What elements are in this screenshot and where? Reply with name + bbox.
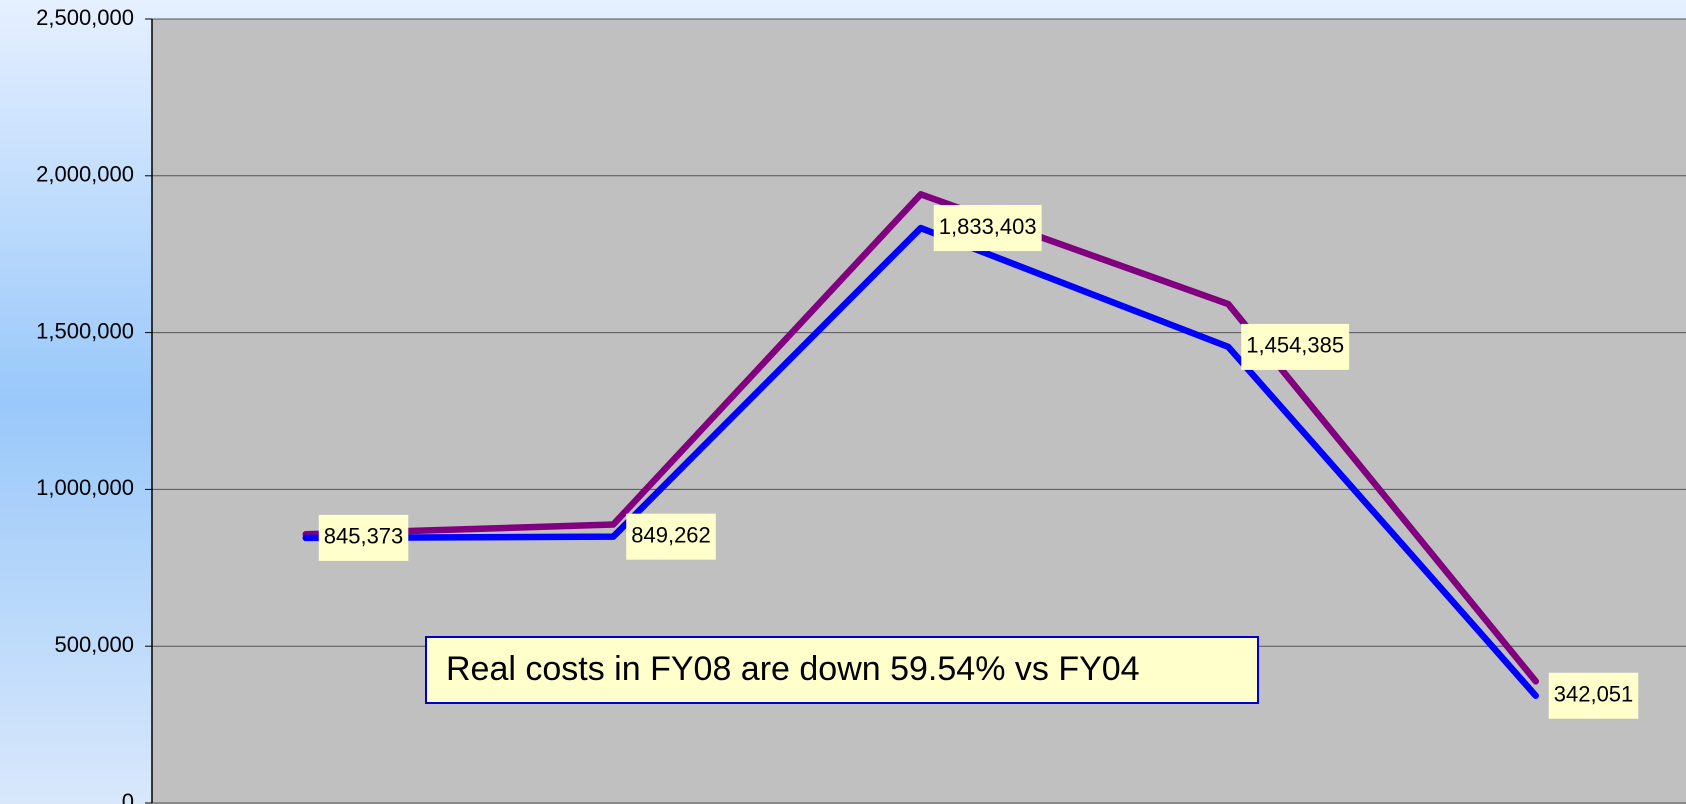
annotation-box xyxy=(425,636,1259,704)
data-label: 1,833,403 xyxy=(939,214,1037,239)
series-line xyxy=(302,224,1539,699)
data-label-box xyxy=(626,513,716,560)
y-tick-label: 0 xyxy=(122,789,134,804)
data-label-box xyxy=(1241,323,1350,370)
data-label: 849,262 xyxy=(631,522,711,547)
data-label-box xyxy=(933,205,1042,252)
y-tick-label: 2,500,000 xyxy=(36,5,134,30)
data-label-box xyxy=(1548,672,1639,719)
y-tick-label: 500,000 xyxy=(54,632,134,657)
annotation: Real costs in FY08 are down 59.54% vs FY… xyxy=(446,650,1140,688)
series-line xyxy=(302,191,1539,685)
y-tick-label: 1,000,000 xyxy=(36,475,134,500)
data-label-box xyxy=(318,514,409,561)
y-tick-label: 1,500,000 xyxy=(36,318,134,343)
data-label: 342,051 xyxy=(1554,682,1634,707)
data-label: 1,454,385 xyxy=(1246,333,1344,358)
y-tick-label: 2,000,000 xyxy=(36,162,134,187)
data-label: 845,373 xyxy=(324,524,404,549)
